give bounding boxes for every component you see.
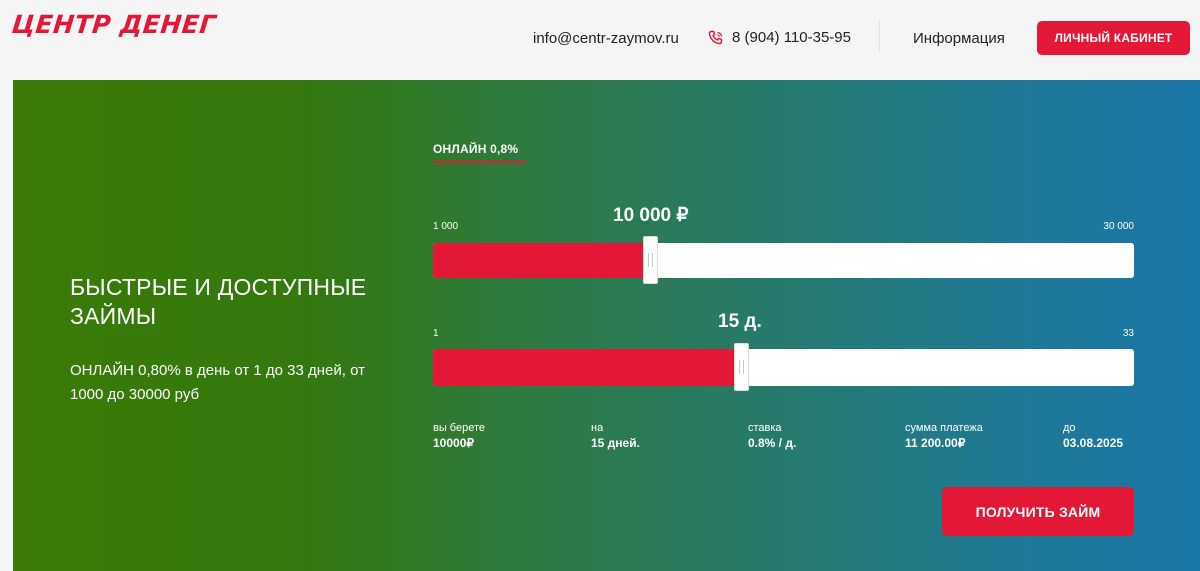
grip-icon — [739, 360, 744, 374]
get-loan-button[interactable]: ПОЛУЧИТЬ ЗАЙМ — [942, 487, 1134, 536]
days-min-label: 1 — [433, 328, 439, 339]
site-header: ЦЕНТР ДЕНЕГ info@centr-zaymov.ru 8 (904)… — [0, 0, 1200, 80]
summary-rate-value: 0.8% / д. — [748, 436, 797, 450]
days-slider-handle[interactable] — [734, 343, 749, 391]
header-divider — [879, 20, 880, 52]
amount-slider-track[interactable] — [433, 243, 1134, 278]
personal-cabinet-button[interactable]: ЛИЧНЫЙ КАБИНЕТ — [1037, 21, 1190, 55]
summary-due-label: до — [1063, 422, 1076, 434]
summary-payment-label: сумма платежа — [905, 422, 983, 434]
days-max-label: 33 — [1122, 328, 1134, 339]
email-link[interactable]: info@centr-zaymov.ru — [533, 30, 679, 47]
summary-term: на 15 дней. — [591, 422, 640, 450]
tab-online[interactable]: ОНЛАЙН 0,8% — [433, 142, 519, 156]
hero-section: БЫСТРЫЕ И ДОСТУПНЫЕ ЗАЙМЫ ОНЛАЙН 0,80% в… — [13, 80, 1200, 571]
days-value: 15 д. — [718, 311, 762, 332]
summary-amount-value: 10000₽ — [433, 436, 475, 450]
summary-term-value: 15 дней. — [591, 436, 640, 450]
days-slider-fill — [433, 349, 741, 386]
summary-due-value: 03.08.2025 — [1063, 436, 1124, 450]
logo[interactable]: ЦЕНТР ДЕНЕГ — [10, 10, 218, 39]
summary-term-label: на — [591, 422, 604, 434]
amount-value: 10 000 ₽ — [613, 205, 689, 226]
phone-number: 8 (904) 110-35-95 — [732, 29, 851, 46]
summary-rate: ставка 0.8% / д. — [748, 422, 796, 450]
days-slider-track[interactable] — [433, 349, 1134, 386]
summary-payment: сумма платежа 11 200.00₽ — [905, 422, 985, 450]
amount-slider-handle[interactable] — [643, 236, 658, 284]
summary-due-date: до 03.08.2025 — [1063, 422, 1123, 450]
info-link[interactable]: Информация — [913, 30, 1005, 47]
amount-slider-fill — [433, 243, 650, 278]
summary-amount-label: вы берете — [433, 422, 486, 434]
summary-amount: вы берете 10000₽ — [433, 422, 485, 450]
hero-title: БЫСТРЫЕ И ДОСТУПНЫЕ ЗАЙМЫ — [70, 274, 367, 329]
amount-min-label: 1 000 — [433, 221, 459, 232]
tab-underline — [433, 161, 526, 163]
summary-rate-label: ставка — [748, 422, 782, 434]
hero-description: ОНЛАЙН 0,80% в день от 1 до 33 дней, от … — [70, 362, 365, 403]
grip-icon — [648, 253, 653, 267]
phone-icon — [708, 30, 723, 44]
amount-max-label: 30 000 — [1103, 221, 1134, 232]
phone-link[interactable]: 8 (904) 110-35-95 — [708, 29, 851, 46]
summary-payment-value: 11 200.00₽ — [905, 436, 966, 450]
